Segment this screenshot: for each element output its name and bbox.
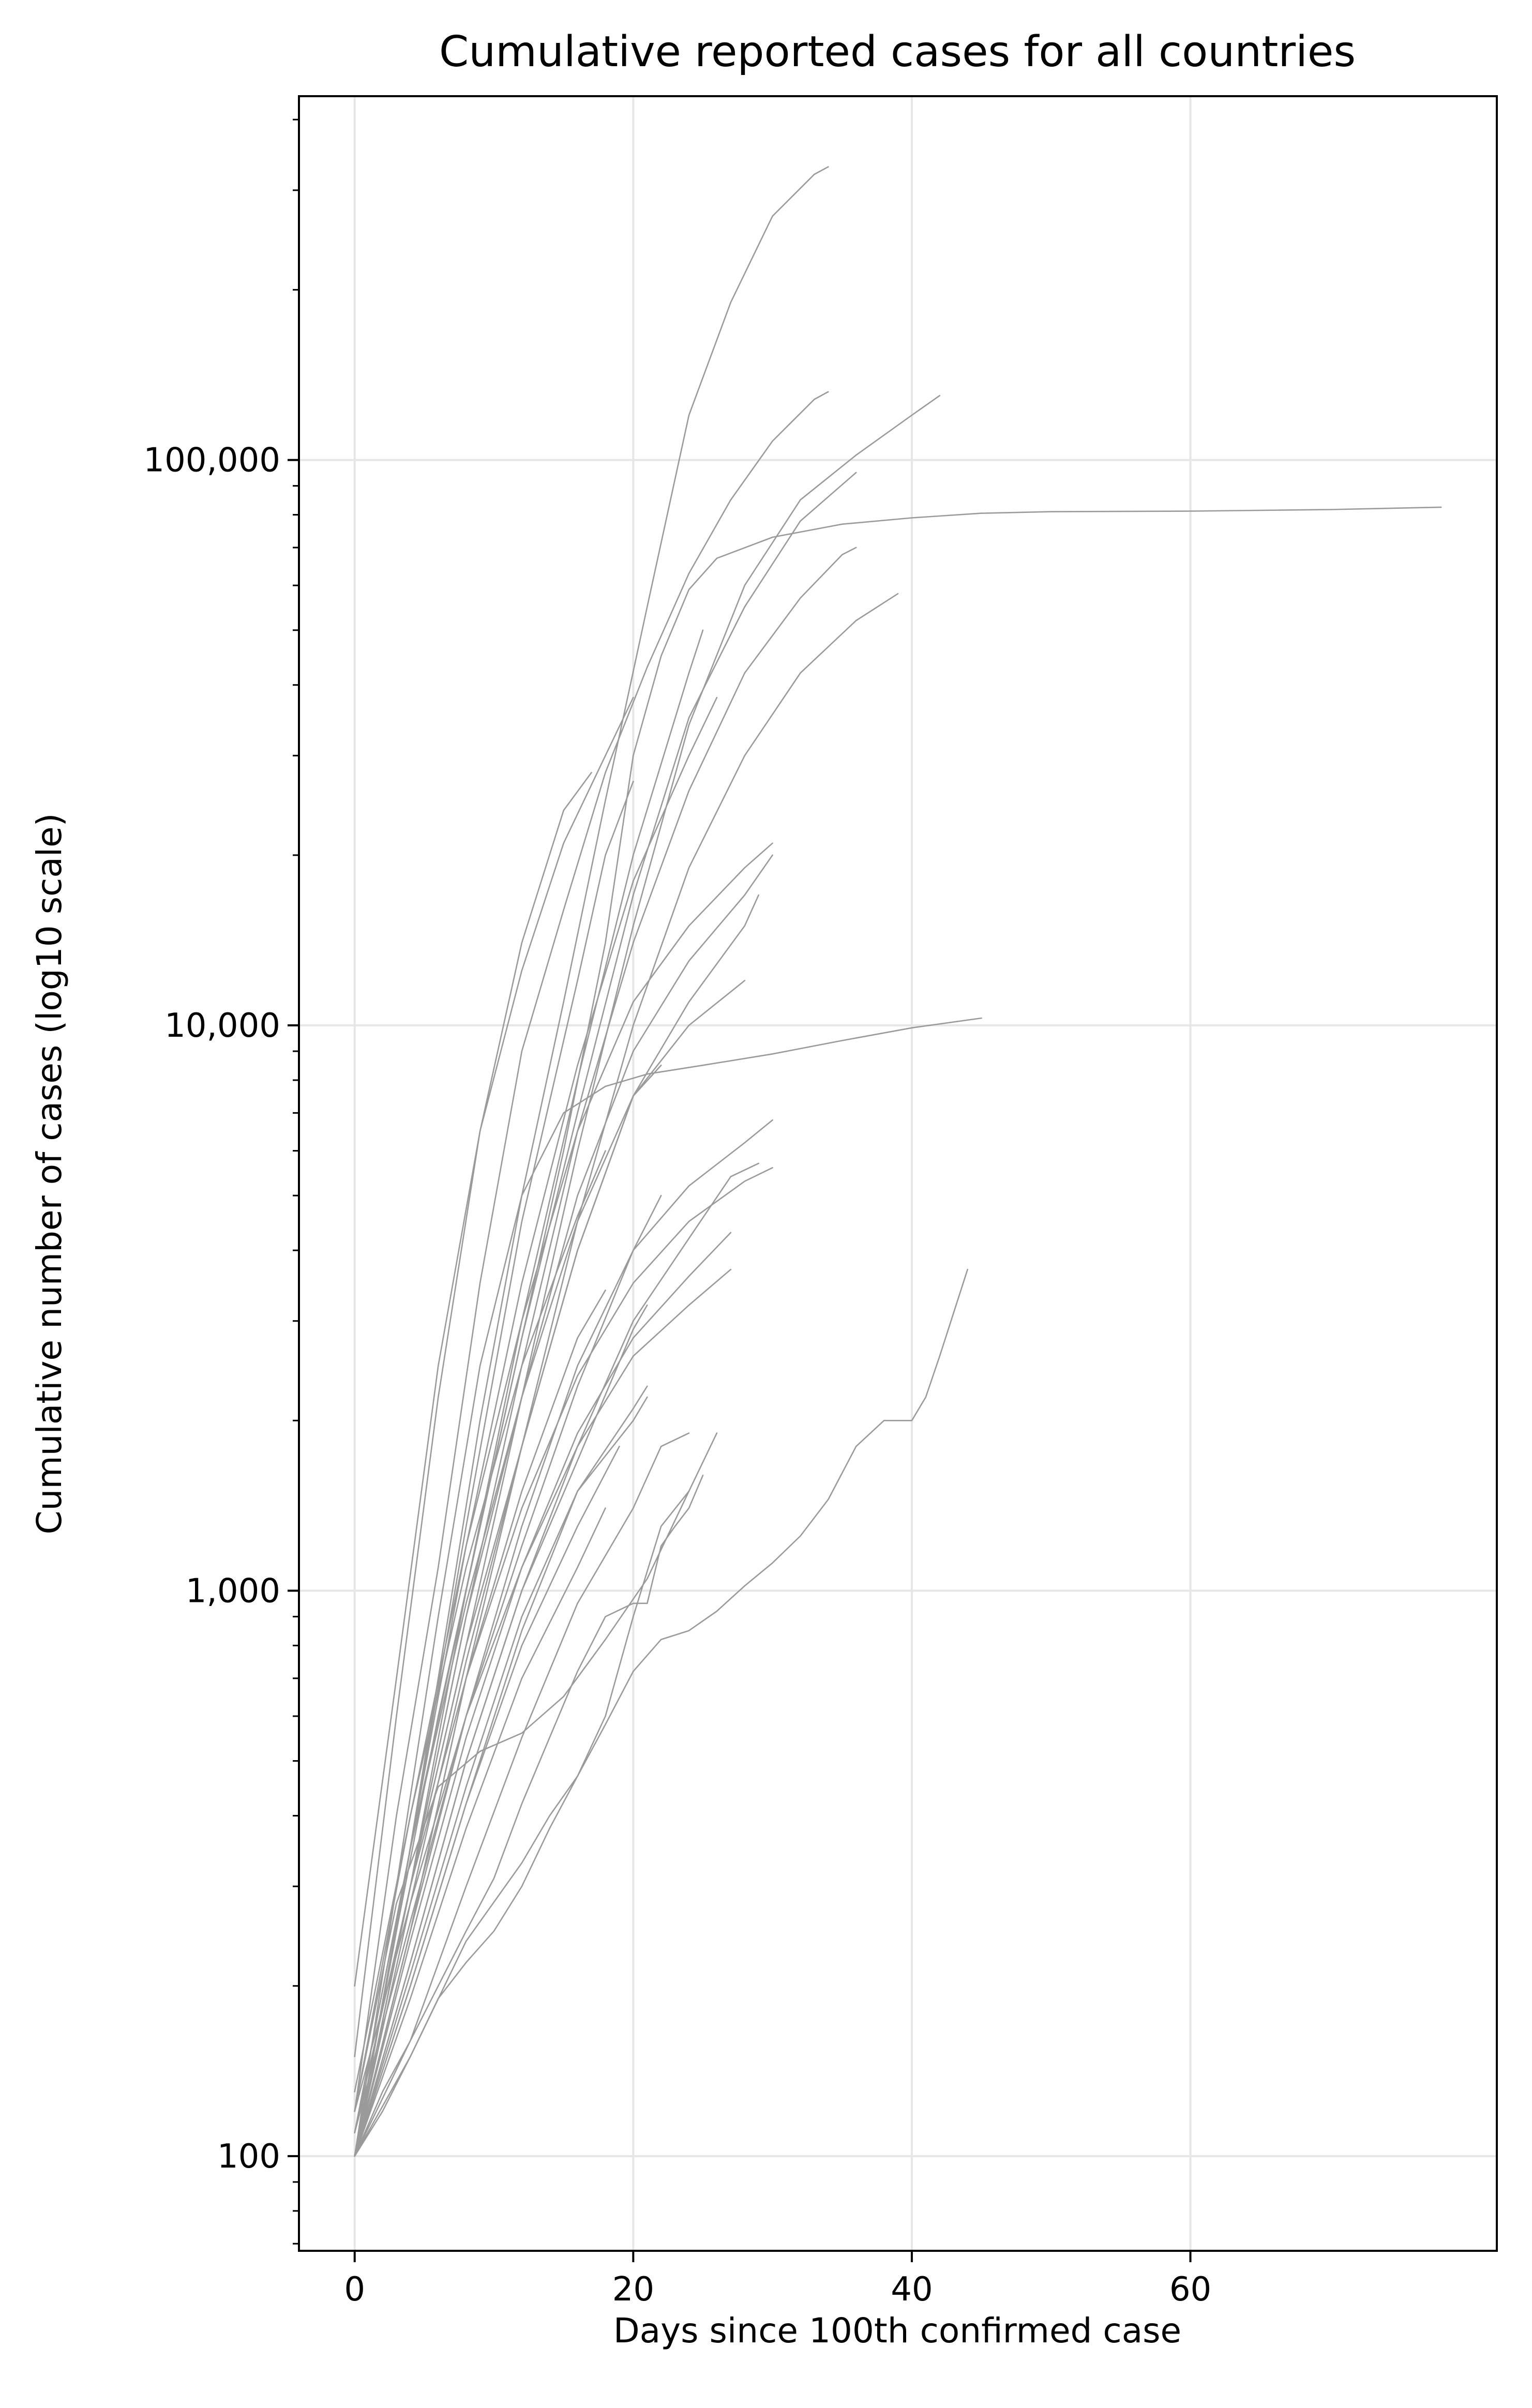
x-tick-label: 20	[612, 2270, 654, 2309]
y-axis: 100 1,000 10,000 100,000	[143, 118, 299, 2245]
series-line-28	[354, 1268, 968, 2157]
series-line-14	[354, 1119, 773, 2157]
y-axis-label: Cumulative number of cases (log10 scale)	[29, 813, 69, 1534]
series-line-5	[354, 472, 857, 2133]
series-line-9	[354, 854, 773, 2157]
series-line-19	[354, 1194, 662, 2133]
series-line-6	[354, 547, 857, 2157]
series-line-30	[354, 1290, 606, 2157]
series-line-23	[354, 1446, 620, 2157]
series-line-21	[354, 1385, 648, 2157]
series-line-18	[354, 1268, 732, 2112]
grid	[299, 96, 1497, 2251]
y-tick-label: 1,000	[186, 1572, 280, 1610]
series-line-35	[354, 696, 718, 2157]
series-line-24	[354, 1507, 606, 2157]
series-line-3	[354, 395, 941, 2157]
series-line-17	[354, 1232, 732, 2157]
series-line-2	[354, 391, 829, 2112]
x-axis: 0 20 40 60	[344, 2251, 1211, 2309]
series-line-8	[354, 842, 773, 2112]
series-line-4	[354, 506, 1442, 2157]
y-tick-label: 100,000	[143, 442, 280, 480]
x-tick-label: 40	[891, 2270, 933, 2309]
series-line-25	[354, 1432, 690, 2157]
series-line-29	[354, 1432, 718, 2112]
series-line-31	[354, 1150, 606, 2093]
series-line-10	[354, 894, 759, 2157]
x-axis-label: Days since 100th confirmed case	[613, 2311, 1181, 2351]
series-line-1	[354, 166, 829, 2157]
chart-title: Cumulative reported cases for all countr…	[439, 27, 1356, 77]
series-line-36	[354, 629, 704, 2157]
series-line-16	[354, 1162, 759, 2157]
plot-frame	[298, 95, 1498, 2252]
x-tick-label: 60	[1169, 2270, 1211, 2309]
x-tick-label: 0	[344, 2270, 365, 2309]
series-line-34	[354, 696, 634, 1987]
series-line-20	[354, 1304, 648, 2157]
y-tick-label: 100	[217, 2138, 280, 2176]
series-line-12	[354, 1017, 982, 2157]
series-line-11	[354, 980, 746, 2157]
y-tick-label: 10,000	[164, 1007, 280, 1045]
series-group	[354, 166, 1442, 2157]
series-line-15	[354, 1167, 773, 2133]
series-line-22	[354, 1396, 648, 2157]
